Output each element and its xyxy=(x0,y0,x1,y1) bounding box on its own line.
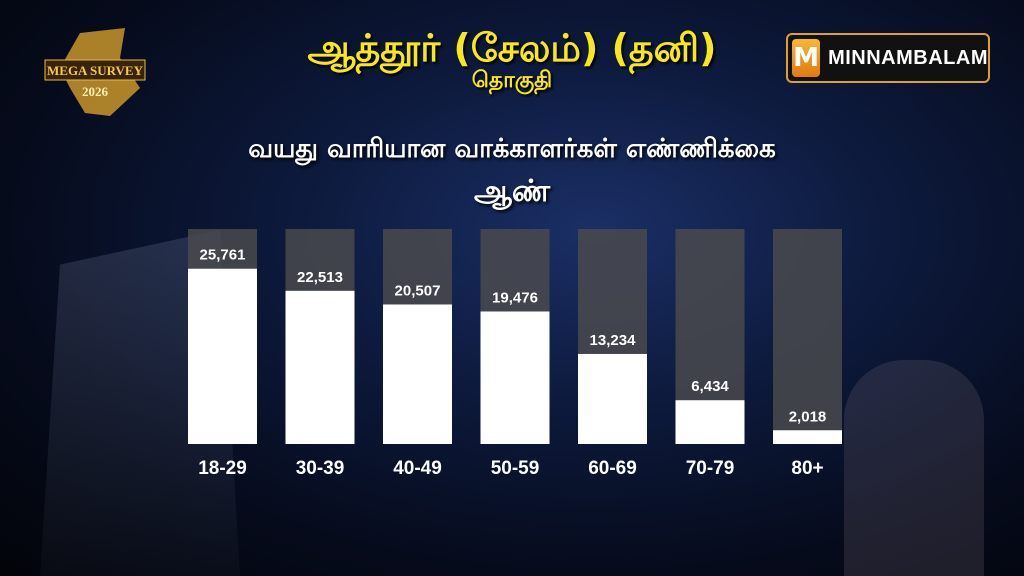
category-label: 80+ xyxy=(791,458,823,479)
category-label: 30-39 xyxy=(296,458,345,479)
background-hand xyxy=(844,360,984,576)
value-label: 6,434 xyxy=(691,378,729,395)
svg-text:2026: 2026 xyxy=(82,84,109,99)
value-label: 22,513 xyxy=(297,269,343,286)
category-label: 60-69 xyxy=(588,458,637,479)
brand-mark-icon: M xyxy=(792,39,821,77)
chart-title: வயது வாரியான வாக்காளர்கள் எண்ணிக்கை xyxy=(248,134,776,164)
value-label: 20,507 xyxy=(395,282,441,299)
value-label: 2,018 xyxy=(789,408,827,425)
value-label: 19,476 xyxy=(492,289,538,306)
bar-70-79 xyxy=(675,400,745,444)
mega-survey-logo: MEGA SURVEY 2026 xyxy=(44,28,146,116)
bar-80+ xyxy=(773,430,842,444)
constituency-title: ஆத்தூர் (சேலம்) (தனி) xyxy=(307,26,717,70)
category-label: 40-49 xyxy=(393,458,442,479)
bar-18-29 xyxy=(188,268,257,444)
value-label: 13,234 xyxy=(590,332,637,349)
value-label: 25,761 xyxy=(200,247,246,264)
bar-background xyxy=(773,229,842,444)
brand-logo: M MINNAMBALAM xyxy=(786,33,990,83)
category-label: 70-79 xyxy=(686,458,735,479)
bar-50-59 xyxy=(480,311,550,444)
constituency-subtitle: தொகுதி xyxy=(471,68,553,93)
chart-subtitle: ஆண் xyxy=(473,174,551,209)
brand-name: MINNAMBALAM xyxy=(828,46,988,69)
bar-60-69 xyxy=(578,353,647,444)
bar-40-49 xyxy=(383,304,452,444)
category-label: 50-59 xyxy=(491,458,540,479)
bar-30-39 xyxy=(285,290,355,444)
category-label: 18-29 xyxy=(198,458,247,479)
svg-text:MEGA SURVEY: MEGA SURVEY xyxy=(47,63,144,78)
